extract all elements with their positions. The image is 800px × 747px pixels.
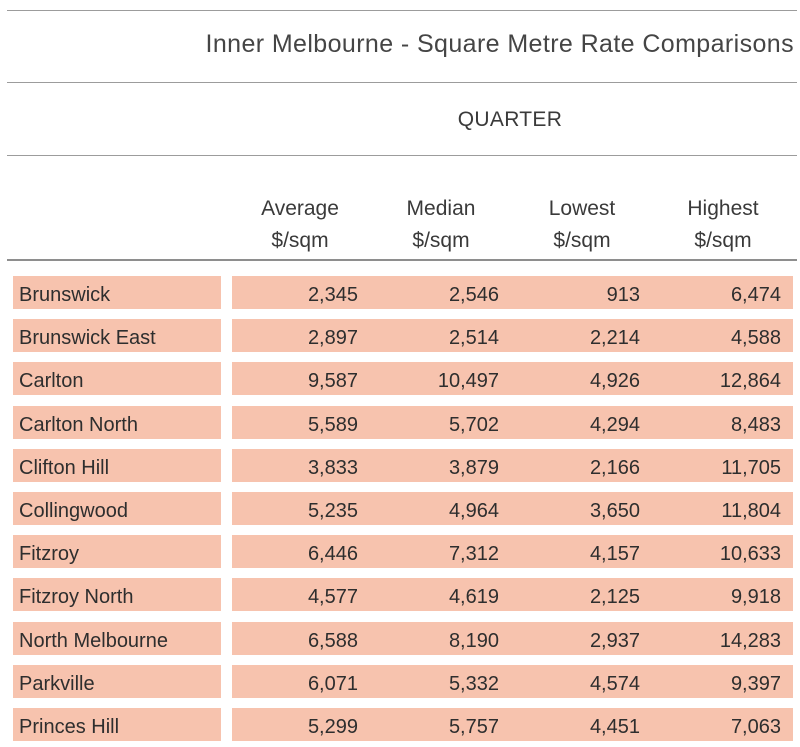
average-cell: 6,588 bbox=[307, 630, 358, 652]
highest-cell: 6,474 bbox=[730, 284, 781, 306]
lowest-cell: 4,926 bbox=[589, 370, 640, 392]
suburb-cell: Brunswick bbox=[13, 276, 221, 309]
median-cell: 8,190 bbox=[448, 630, 499, 652]
median-cell: 5,702 bbox=[448, 414, 499, 436]
suburb-cell: Collingwood bbox=[13, 492, 221, 525]
values-band: 6,071 5,332 4,574 9,397 bbox=[232, 665, 793, 698]
suburb-cell: Fitzroy North bbox=[13, 578, 221, 611]
highest-cell: 11,804 bbox=[721, 500, 781, 522]
column-header-average-line1: Average bbox=[261, 197, 339, 220]
title-rule bbox=[7, 82, 797, 83]
top-rule bbox=[7, 10, 797, 11]
values-band: 5,235 4,964 3,650 11,804 bbox=[232, 492, 793, 525]
column-header-median-line1: Median bbox=[406, 197, 476, 220]
average-cell: 2,345 bbox=[307, 284, 358, 306]
lowest-cell: 2,125 bbox=[589, 586, 640, 608]
suburb-cell: Princes Hill bbox=[13, 708, 221, 741]
suburb-cell: Fitzroy bbox=[13, 535, 221, 568]
lowest-cell: 2,166 bbox=[589, 457, 640, 479]
highest-cell: 10,633 bbox=[719, 543, 781, 565]
column-header-median: Median $/sqm bbox=[371, 193, 511, 257]
suburb-cell: Carlton North bbox=[13, 406, 221, 439]
average-cell: 5,299 bbox=[307, 716, 358, 738]
average-cell: 4,577 bbox=[307, 586, 358, 608]
period-rule bbox=[7, 155, 797, 156]
table-row: Fitzroy North 4,577 4,619 2,125 9,918 bbox=[0, 578, 800, 611]
median-cell: 3,879 bbox=[448, 457, 499, 479]
median-cell: 10,497 bbox=[437, 370, 499, 392]
highest-cell: 8,483 bbox=[730, 414, 781, 436]
median-cell: 5,757 bbox=[448, 716, 499, 738]
table-row: Parkville 6,071 5,332 4,574 9,397 bbox=[0, 665, 800, 698]
average-cell: 9,587 bbox=[307, 370, 358, 392]
column-header-lowest-line1: Lowest bbox=[548, 197, 616, 220]
average-cell: 5,235 bbox=[307, 500, 358, 522]
column-header-lowest-line2: $/sqm bbox=[553, 229, 611, 252]
highest-cell: 7,063 bbox=[730, 716, 781, 738]
suburb-cell: Brunswick East bbox=[13, 319, 221, 352]
values-band: 3,833 3,879 2,166 11,705 bbox=[232, 449, 793, 482]
values-band: 6,588 8,190 2,937 14,283 bbox=[232, 622, 793, 655]
median-cell: 5,332 bbox=[448, 673, 499, 695]
highest-cell: 14,283 bbox=[719, 630, 781, 652]
column-header-median-line2: $/sqm bbox=[412, 229, 470, 252]
highest-cell: 12,864 bbox=[719, 370, 781, 392]
column-header-highest-line2: $/sqm bbox=[694, 229, 752, 252]
highest-cell: 9,397 bbox=[730, 673, 781, 695]
column-header-lowest: Lowest $/sqm bbox=[512, 193, 652, 257]
average-cell: 5,589 bbox=[307, 414, 358, 436]
median-cell: 7,312 bbox=[448, 543, 499, 565]
average-cell: 2,897 bbox=[307, 327, 358, 349]
lowest-cell: 913 bbox=[606, 284, 640, 306]
values-band: 5,299 5,757 4,451 7,063 bbox=[232, 708, 793, 741]
values-band: 6,446 7,312 4,157 10,633 bbox=[232, 535, 793, 568]
suburb-cell: Parkville bbox=[13, 665, 221, 698]
lowest-cell: 4,157 bbox=[589, 543, 640, 565]
values-band: 2,897 2,514 2,214 4,588 bbox=[232, 319, 793, 352]
values-band: 5,589 5,702 4,294 8,483 bbox=[232, 406, 793, 439]
table-row: Clifton Hill 3,833 3,879 2,166 11,705 bbox=[0, 449, 800, 482]
suburb-cell: Carlton bbox=[13, 362, 221, 395]
table-row: Carlton North 5,589 5,702 4,294 8,483 bbox=[0, 406, 800, 439]
values-band: 4,577 4,619 2,125 9,918 bbox=[232, 578, 793, 611]
column-header-highest-line1: Highest bbox=[687, 197, 759, 220]
median-cell: 4,964 bbox=[448, 500, 499, 522]
table-title: Inner Melbourne - Square Metre Rate Comp… bbox=[205, 30, 794, 58]
column-header-average: Average $/sqm bbox=[230, 193, 370, 257]
median-cell: 2,514 bbox=[448, 327, 499, 349]
median-cell: 4,619 bbox=[448, 586, 499, 608]
lowest-cell: 2,214 bbox=[589, 327, 640, 349]
table-row: Brunswick 2,345 2,546 913 6,474 bbox=[0, 276, 800, 309]
table-row: Carlton 9,587 10,497 4,926 12,864 bbox=[0, 362, 800, 395]
table-row: Fitzroy 6,446 7,312 4,157 10,633 bbox=[0, 535, 800, 568]
lowest-cell: 4,574 bbox=[589, 673, 640, 695]
period-label: QUARTER bbox=[457, 108, 563, 131]
highest-cell: 11,705 bbox=[721, 457, 781, 479]
column-header-highest: Highest $/sqm bbox=[653, 193, 793, 257]
suburb-cell: North Melbourne bbox=[13, 622, 221, 655]
lowest-cell: 4,294 bbox=[589, 414, 640, 436]
median-cell: 2,546 bbox=[448, 284, 499, 306]
values-band: 2,345 2,546 913 6,474 bbox=[232, 276, 793, 309]
table-row: Princes Hill 5,299 5,757 4,451 7,063 bbox=[0, 708, 800, 741]
lowest-cell: 4,451 bbox=[589, 716, 640, 738]
lowest-cell: 2,937 bbox=[589, 630, 640, 652]
highest-cell: 4,588 bbox=[730, 327, 781, 349]
column-header-average-line2: $/sqm bbox=[271, 229, 329, 252]
table-row: Brunswick East 2,897 2,514 2,214 4,588 bbox=[0, 319, 800, 352]
average-cell: 3,833 bbox=[307, 457, 358, 479]
header-rule bbox=[7, 259, 797, 261]
average-cell: 6,071 bbox=[307, 673, 358, 695]
average-cell: 6,446 bbox=[307, 543, 358, 565]
suburb-cell: Clifton Hill bbox=[13, 449, 221, 482]
table-row: Collingwood 5,235 4,964 3,650 11,804 bbox=[0, 492, 800, 525]
table-row: North Melbourne 6,588 8,190 2,937 14,283 bbox=[0, 622, 800, 655]
lowest-cell: 3,650 bbox=[589, 500, 640, 522]
values-band: 9,587 10,497 4,926 12,864 bbox=[232, 362, 793, 395]
highest-cell: 9,918 bbox=[730, 586, 781, 608]
